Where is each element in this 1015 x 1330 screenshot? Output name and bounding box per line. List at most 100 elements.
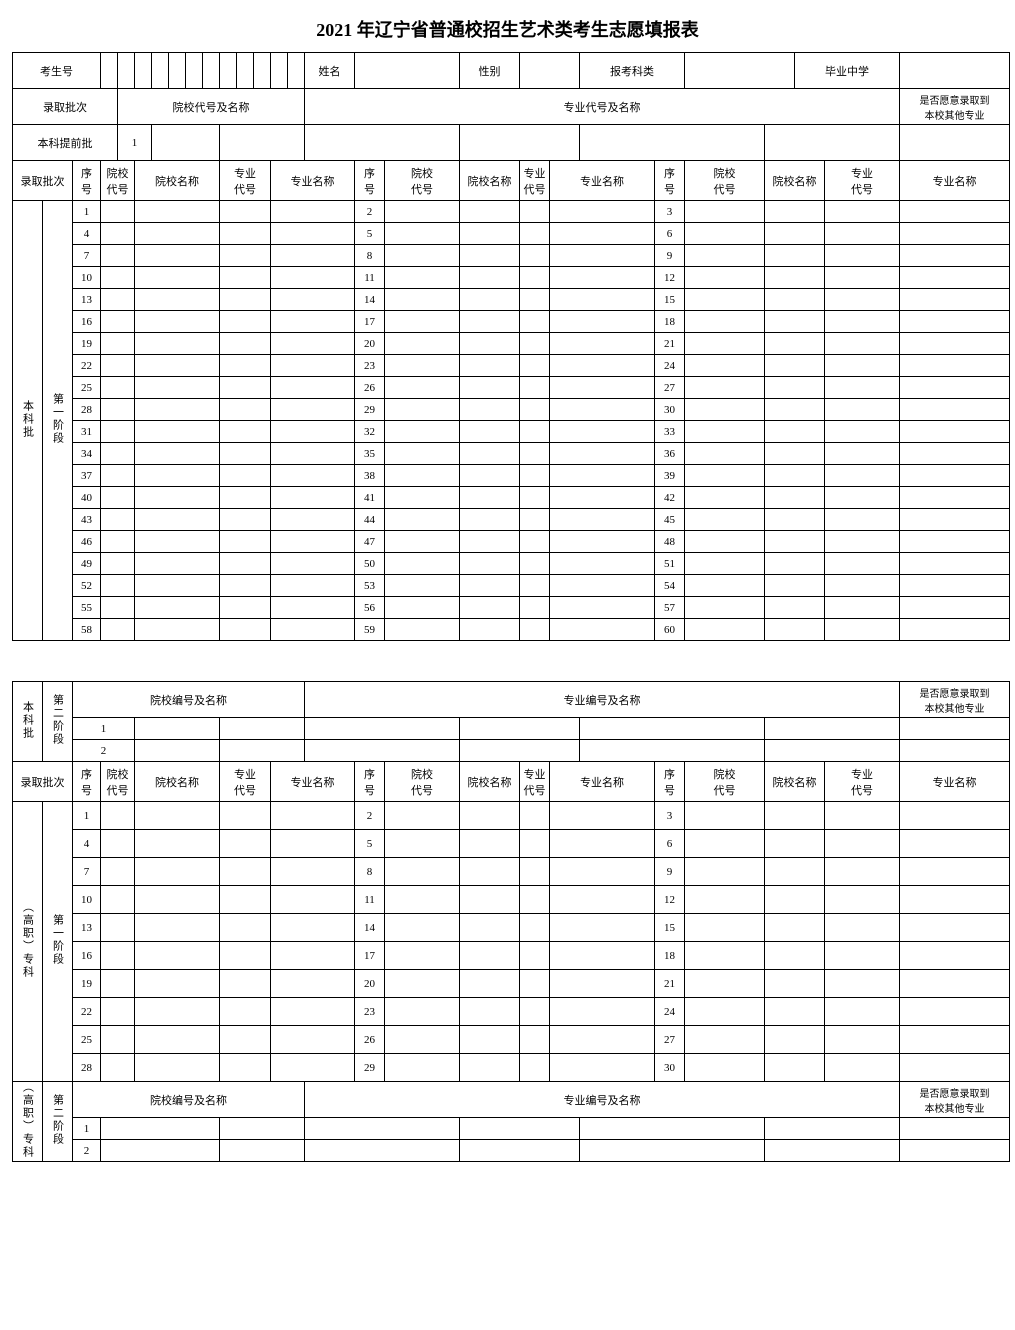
seq-cell: 16 [73, 942, 101, 970]
label-subject: 报考科类 [580, 53, 685, 89]
seq-cell: 38 [355, 465, 385, 487]
seq-cell: 6 [655, 223, 685, 245]
seq-cell: 15 [655, 914, 685, 942]
seq-cell: 9 [655, 245, 685, 267]
seq-cell: 15 [655, 289, 685, 311]
seq-cell: 51 [655, 553, 685, 575]
seq-cell: 23 [355, 998, 385, 1026]
seq-cell: 17 [355, 942, 385, 970]
hdr-majorname-b: 专业名称 [550, 161, 655, 201]
seq-cell: 17 [355, 311, 385, 333]
hdr-majorcode-a: 专业 代号 [220, 161, 271, 201]
seq-cell: 26 [355, 377, 385, 399]
seq-cell: 24 [655, 998, 685, 1026]
seq-cell: 9 [655, 858, 685, 886]
seq-cell: 32 [355, 421, 385, 443]
seq-cell: 2 [355, 201, 385, 223]
seq-cell: 2 [355, 802, 385, 830]
bottom-table: 本科批 第二阶段 院校编号及名称 专业编号及名称 是否愿意录取到 本校其他专业 … [12, 681, 1010, 1162]
early-seq: 1 [118, 125, 152, 161]
label-earlybatch: 本科提前批 [13, 125, 118, 161]
hdr-schoolcode-c: 院校 代号 [685, 161, 765, 201]
seq-cell: 21 [655, 333, 685, 355]
seq-cell: 20 [355, 333, 385, 355]
seq-cell: 44 [355, 509, 385, 531]
seq-cell: 19 [73, 970, 101, 998]
seq-cell: 28 [73, 1054, 101, 1082]
label-stage1-zk: 第一阶段 [43, 802, 73, 1082]
seq-cell: 8 [355, 245, 385, 267]
label-stage2: 第二阶段 [43, 682, 73, 762]
seq-cell: 30 [655, 1054, 685, 1082]
seq-cell: 5 [355, 830, 385, 858]
seq-cell: 1 [73, 802, 101, 830]
label-batch-3: 录取批次 [13, 762, 73, 802]
hdr-schoolname-a: 院校名称 [135, 161, 220, 201]
hdr-seq-a: 序 号 [73, 161, 101, 201]
label-agreeother: 是否愿意录取到 本校其他专业 [900, 89, 1010, 125]
hdr-schoolcode-a: 院校 代号 [101, 161, 135, 201]
seq-cell: 10 [73, 267, 101, 289]
seq-cell: 1 [73, 201, 101, 223]
name-cell[interactable] [355, 53, 460, 89]
seq-cell: 48 [655, 531, 685, 553]
subject-cell[interactable] [685, 53, 795, 89]
seq-cell: 22 [73, 355, 101, 377]
examno-cell[interactable] [101, 53, 118, 89]
label-agreeother-2: 是否愿意录取到 本校其他专业 [900, 682, 1010, 718]
seq-cell: 4 [73, 223, 101, 245]
seq-cell: 46 [73, 531, 101, 553]
seq-cell: 12 [655, 886, 685, 914]
label-benke-2: 本科批 [13, 682, 43, 762]
seq-cell: 39 [655, 465, 685, 487]
page-title: 2021 年辽宁省普通校招生艺术类考生志愿填报表 [12, 16, 1003, 42]
label-majorcodename: 专业代号及名称 [305, 89, 900, 125]
seq-cell: 14 [355, 289, 385, 311]
label-stage1: 第一阶段 [43, 201, 73, 641]
seq-cell: 6 [655, 830, 685, 858]
zk-s2-seq2: 2 [73, 1140, 101, 1162]
seq-cell: 19 [73, 333, 101, 355]
seq-cell: 22 [73, 998, 101, 1026]
seq-cell: 24 [655, 355, 685, 377]
hdr-seq-b: 序 号 [355, 161, 385, 201]
seq-cell: 13 [73, 914, 101, 942]
seq-cell: 33 [655, 421, 685, 443]
seq-cell: 35 [355, 443, 385, 465]
hdr-majorname-a: 专业名称 [271, 161, 355, 201]
seq-cell: 40 [73, 487, 101, 509]
seq-cell: 31 [73, 421, 101, 443]
seq-cell: 26 [355, 1026, 385, 1054]
hdr-schoolname-c: 院校名称 [765, 161, 825, 201]
seq-cell: 3 [655, 802, 685, 830]
bk-s2-seq2: 2 [73, 740, 135, 762]
gender-cell[interactable] [520, 53, 580, 89]
hdr-seq-c: 序 号 [655, 161, 685, 201]
seq-cell: 36 [655, 443, 685, 465]
seq-cell: 55 [73, 597, 101, 619]
hdr-schoolname-b: 院校名称 [460, 161, 520, 201]
seq-cell: 13 [73, 289, 101, 311]
seq-cell: 11 [355, 886, 385, 914]
label-gender: 性别 [460, 53, 520, 89]
seq-cell: 14 [355, 914, 385, 942]
top-info-table: 考生号 姓名 性别 报考科类 毕业中学 录取批次 院校代号及名称 专业代号及名称… [12, 52, 1010, 641]
label-schoolcodename: 院校代号及名称 [118, 89, 305, 125]
seq-cell: 7 [73, 245, 101, 267]
seq-cell: 27 [655, 377, 685, 399]
seq-cell: 34 [73, 443, 101, 465]
seq-cell: 5 [355, 223, 385, 245]
label-batch: 录取批次 [13, 89, 118, 125]
label-majornoname: 专业编号及名称 [305, 682, 900, 718]
label-zhuanke: （高职）专科 [13, 802, 43, 1082]
label-stage2-zk: 第二阶段 [43, 1082, 73, 1162]
label-schoolnoname: 院校编号及名称 [73, 682, 305, 718]
label-school: 毕业中学 [795, 53, 900, 89]
seq-cell: 58 [73, 619, 101, 641]
label-batch-2: 录取批次 [13, 161, 73, 201]
seq-cell: 53 [355, 575, 385, 597]
label-examno: 考生号 [13, 53, 101, 89]
school-cell[interactable] [900, 53, 1010, 89]
seq-cell: 37 [73, 465, 101, 487]
seq-cell: 23 [355, 355, 385, 377]
